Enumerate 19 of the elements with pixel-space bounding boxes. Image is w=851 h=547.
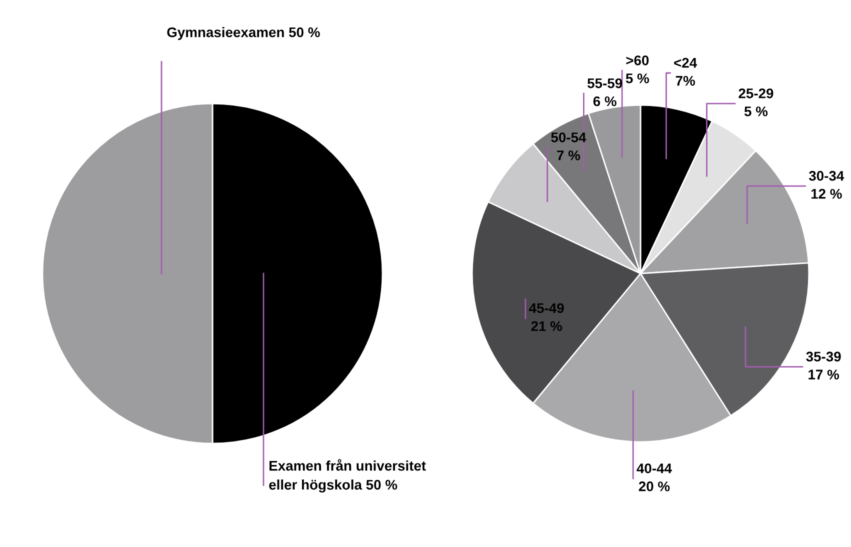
slice-label: 35-39 (806, 352, 841, 362)
data-label: 5 % (626, 74, 650, 84)
slice-label: <24 (674, 58, 698, 68)
data-label: 6 % (593, 96, 616, 106)
data-label: 20 % (638, 481, 670, 492)
slice-label: 40-44 (636, 463, 672, 474)
data-label: 21 % (531, 321, 562, 332)
data-label: 5 % (744, 106, 768, 116)
data-label: 7 % (557, 150, 580, 160)
data-label: 12 % (811, 188, 842, 199)
slice-label: >60 (626, 55, 649, 66)
slice-label: 30-34 (808, 170, 844, 181)
data-label: 17 % (808, 370, 840, 380)
slice-label: 45-49 (529, 303, 564, 314)
slice-label: 25-29 (738, 88, 774, 98)
slice-label: 50-54 (551, 132, 586, 142)
data-label: 7% (676, 76, 695, 86)
slice-label: Gymnasieexamen 50 % (167, 27, 320, 40)
slice-label: Examen från universitet eller högskola 50 % (269, 459, 426, 492)
